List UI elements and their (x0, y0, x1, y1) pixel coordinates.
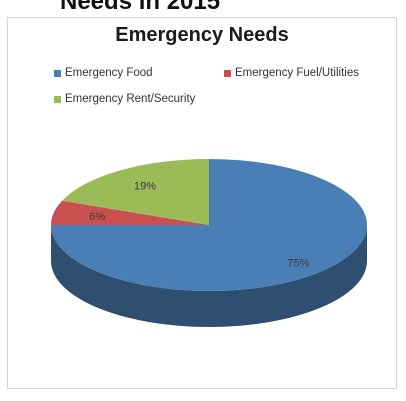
data-label-emergency-fuel-utilities: 6% (89, 211, 105, 223)
legend-label-food: Emergency Food (65, 67, 153, 79)
legend-swatch-fuel (224, 69, 231, 77)
pie-slice-emergency-fuel-utilities (51, 200, 209, 225)
pie-side-emergency-food (51, 225, 367, 327)
legend-label-rent: Emergency Rent/Security (65, 93, 196, 105)
legend-swatch-rent (54, 95, 61, 103)
data-label-emergency-rent-security: 19% (134, 181, 156, 193)
legend-label-fuel: Emergency Fuel/Utilities (235, 67, 359, 79)
pie-depth (51, 225, 367, 327)
legend-item-fuel: Emergency Fuel/Utilities (224, 67, 359, 79)
pie-data-labels: 75% 6% 19% (89, 181, 309, 270)
pie-chart: 75% 6% 19% (51, 159, 367, 327)
legend-item-rent: Emergency Rent/Security (54, 93, 195, 105)
chart-frame: Emergency Needs Emergency Food Emergency… (7, 17, 397, 389)
page-heading-cut: Needs in 2015 (60, 0, 221, 15)
pie-slice-emergency-rent-security (62, 159, 210, 225)
data-label-emergency-food: 75% (287, 257, 309, 269)
legend-swatch-food (54, 69, 61, 77)
pie-top (51, 159, 367, 291)
chart-title: Emergency Needs (115, 24, 289, 46)
legend-item-food: Emergency Food (54, 67, 153, 79)
